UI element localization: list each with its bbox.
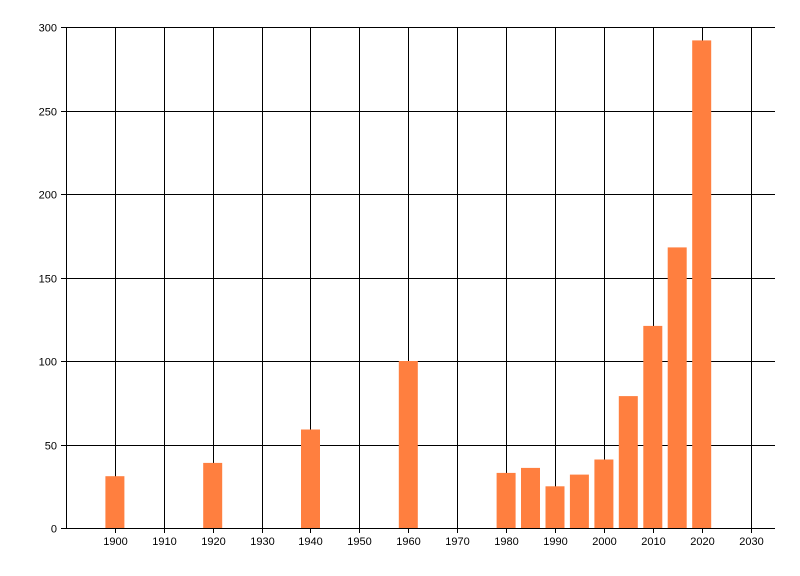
- bar-1900: [105, 476, 125, 528]
- bar-1920: [203, 462, 223, 528]
- x-tick-label: 1960: [396, 536, 420, 548]
- x-tick-label: 2030: [739, 536, 763, 548]
- bar-1960: [398, 361, 418, 528]
- axes: [61, 27, 775, 533]
- y-tick-label: 300: [39, 23, 57, 35]
- y-tick-label: 250: [39, 107, 57, 119]
- x-tick-label: 1940: [298, 536, 322, 548]
- x-tick-label: 1980: [494, 536, 518, 548]
- y-tick-label: 0: [51, 524, 57, 536]
- bar-2000: [594, 459, 614, 528]
- bars: [105, 40, 712, 529]
- bar-2010: [643, 325, 663, 528]
- y-tick-label: 200: [39, 190, 57, 202]
- y-tick-label: 100: [39, 357, 57, 369]
- bar-2015: [667, 247, 687, 528]
- y-tick-label: 50: [45, 441, 57, 453]
- x-tick-label: 1900: [103, 536, 127, 548]
- y-tick-label: 150: [39, 274, 57, 286]
- x-tick-label: 1920: [201, 536, 225, 548]
- x-tick-label: 2020: [690, 536, 714, 548]
- bar-1995: [569, 474, 589, 528]
- x-tick-label: 2010: [641, 536, 665, 548]
- x-tick-label: 2000: [592, 536, 616, 548]
- x-tick-label: 1950: [347, 536, 371, 548]
- bar-1940: [301, 429, 320, 528]
- x-tick-label: 1990: [543, 536, 567, 548]
- x-tick-label: 1930: [250, 536, 274, 548]
- bar-1980: [496, 472, 516, 528]
- x-tick-label: 1910: [152, 536, 176, 548]
- grid-lines: [66, 27, 775, 528]
- y-tick-labels: 0 50 100 150 200 250 300: [39, 23, 57, 536]
- bar-2005: [618, 396, 638, 528]
- bar-1990: [545, 486, 565, 529]
- x-tick-label: 1970: [445, 536, 469, 548]
- x-tick-labels: 1900 1910 1920 1930 1940 1950 1960 1970 1980 1990…: [103, 536, 763, 548]
- bar-1985: [521, 467, 540, 528]
- bar-2020: [692, 40, 712, 529]
